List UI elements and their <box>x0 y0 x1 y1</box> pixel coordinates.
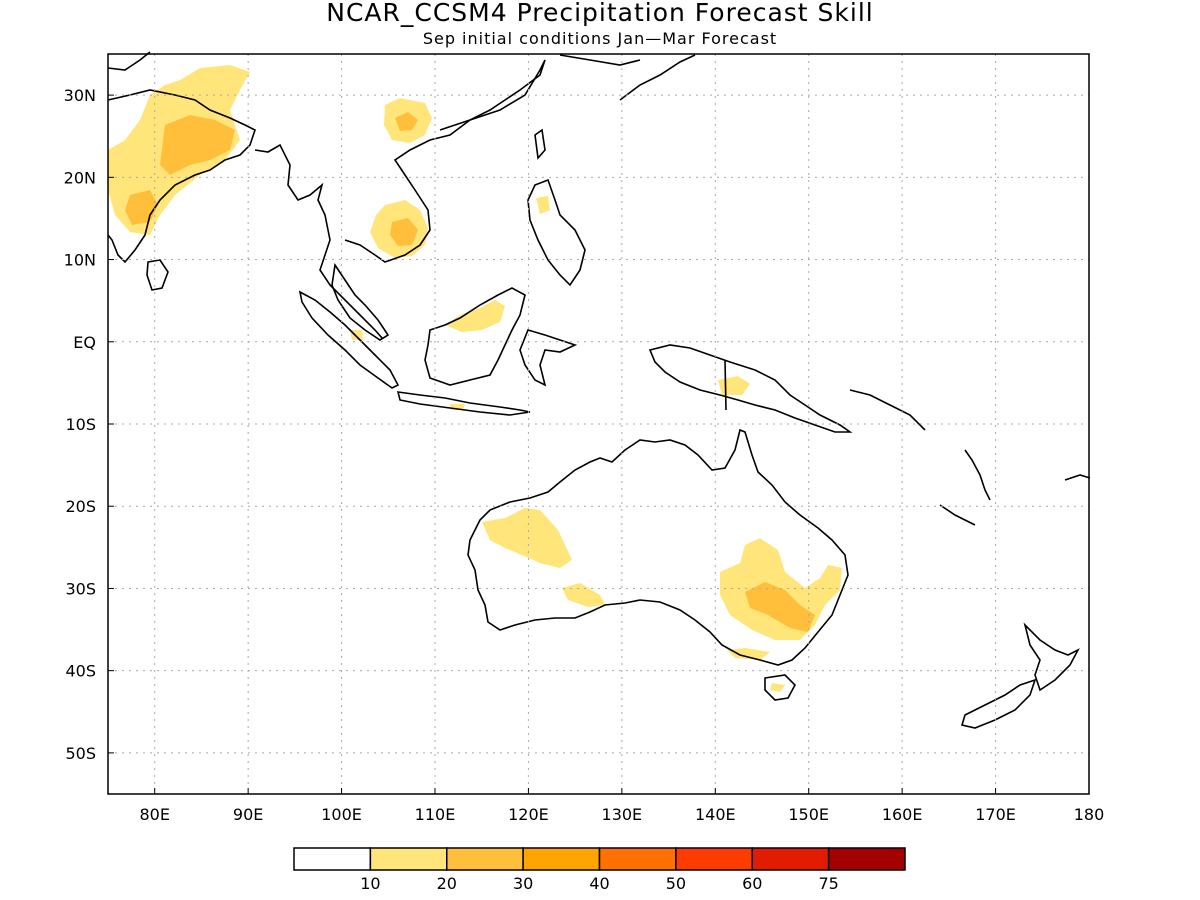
colorbar-swatch <box>675 847 753 871</box>
colorbar-swatch <box>293 847 372 871</box>
x-tick-label: 180 <box>1074 805 1105 824</box>
y-axis-ticks: 30N 20N 10N EQ 10S 20S 30S 40S 50S <box>64 86 114 763</box>
colorbar-swatch <box>598 847 677 871</box>
x-tick-label: 170E <box>975 805 1016 824</box>
coastlines <box>107 51 1091 729</box>
coast-philippines <box>527 178 586 287</box>
skill-region-borneo <box>445 300 505 332</box>
coast-taiwan <box>534 128 546 160</box>
y-tick-label: 40S <box>65 662 96 681</box>
y-tick-label: 10S <box>65 415 96 434</box>
skill-region-south-china-core <box>395 112 418 131</box>
skill-region-south-australia <box>562 583 605 607</box>
x-axis-ticks: 80E 90E 100E 110E 120E 130E 140E 150E 160E 170E 18… <box>139 788 1104 824</box>
y-tick-label: 30S <box>65 579 96 598</box>
coast-nz-south <box>960 678 1037 729</box>
x-tick-label: 130E <box>602 805 643 824</box>
skill-region-eastern-australia-core <box>745 582 815 632</box>
coast-indochina <box>344 59 546 263</box>
coast-new-guinea <box>648 344 853 433</box>
skill-region-australia-south <box>727 648 770 660</box>
colorbar-label: 40 <box>589 874 609 893</box>
colorbar-label: 30 <box>513 874 533 893</box>
x-tick-label: 80E <box>139 805 169 824</box>
chart-title: NCAR_CCSM4 Precipitation Forecast Skill <box>326 0 874 27</box>
skill-region-tasmania <box>770 683 785 692</box>
chart-subtitle: Sep initial conditions Jan—Mar Forecast <box>422 29 778 48</box>
coast-china-north <box>439 54 641 131</box>
y-tick-label: 20N <box>64 168 96 187</box>
x-tick-label: 100E <box>321 805 362 824</box>
coast-sulawesi <box>519 329 578 387</box>
coast-malay <box>331 262 390 341</box>
y-tick-label: 20S <box>65 497 96 516</box>
x-tick-label: 90E <box>233 805 263 824</box>
colorbar-swatch <box>751 847 830 871</box>
y-tick-label: 50S <box>65 744 96 763</box>
y-tick-label: EQ <box>73 333 96 352</box>
coast-fiji <box>1064 474 1091 481</box>
coast-borneo <box>424 287 526 386</box>
coast-australia <box>467 428 849 666</box>
y-tick-label: 10N <box>64 251 96 270</box>
x-tick-label: 120E <box>508 805 549 824</box>
grid-lines <box>108 54 1089 794</box>
coast-sumatra <box>298 290 400 389</box>
colorbar-label: 75 <box>818 874 838 893</box>
colorbar: 10 20 30 40 50 60 75 <box>293 847 906 893</box>
x-tick-label: 140E <box>695 805 736 824</box>
x-tick-label: 150E <box>788 805 829 824</box>
coast-nz-north <box>1023 622 1080 692</box>
coast-sri-lanka <box>146 259 169 291</box>
colorbar-swatch <box>446 847 524 871</box>
coast-south-asia <box>107 51 256 264</box>
colorbar-label: 50 <box>666 874 686 893</box>
coast-vanuatu <box>964 449 991 501</box>
skill-region-philippines <box>536 196 550 214</box>
x-tick-label: 110E <box>415 805 456 824</box>
coast-png-border <box>724 359 727 411</box>
colorbar-label: 60 <box>742 874 762 893</box>
x-tick-label: 160E <box>882 805 923 824</box>
colorbar-swatch <box>827 847 906 871</box>
colorbar-label: 20 <box>437 874 457 893</box>
coast-tasmania <box>764 674 796 701</box>
coast-japan <box>619 54 696 101</box>
coast-solomons <box>849 389 926 431</box>
skill-region-new-guinea <box>718 376 750 395</box>
colorbar-swatch <box>522 847 601 871</box>
colorbar-label: 10 <box>360 874 380 893</box>
coast-java <box>396 391 531 416</box>
y-tick-label: 30N <box>64 86 96 105</box>
colorbar-swatch <box>369 847 448 871</box>
skill-region-indochina-core <box>390 218 418 246</box>
skill-region-western-australia <box>482 508 572 568</box>
coast-newcaledonia <box>939 504 976 526</box>
coast-myanmar <box>254 143 383 339</box>
skill-region-india-core <box>160 115 235 175</box>
